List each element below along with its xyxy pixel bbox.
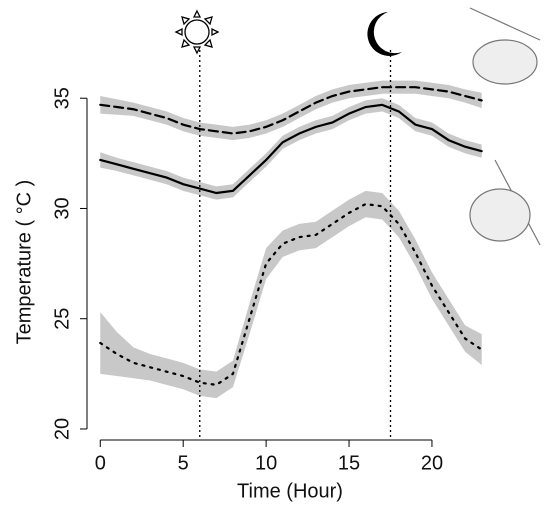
x-tick-label: 20 [421,452,443,474]
x-axis-label: Time (Hour) [237,480,343,502]
y-tick-label: 35 [51,87,73,109]
x-tick-label: 0 [95,452,106,474]
x-tick-label: 15 [338,452,360,474]
y-tick-label: 30 [51,197,73,219]
y-tick-label: 25 [51,308,73,330]
y-tick-label: 20 [51,418,73,440]
series-line [99,103,483,195]
confidence-band [100,190,482,399]
series-line [99,86,483,135]
y-axis-label: Temperature ( °C ) [13,180,35,345]
moon-icon [367,12,402,56]
confidence-band [100,80,482,141]
sun-icon [174,9,220,55]
x-tick-label: 10 [255,452,277,474]
sloth-illustration [469,7,541,246]
x-tick-label: 5 [178,452,189,474]
